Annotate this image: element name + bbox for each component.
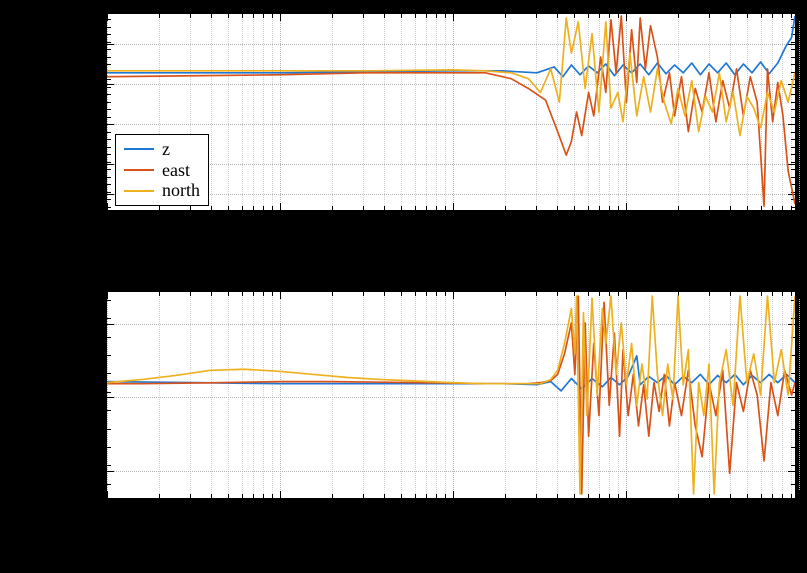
- series-east: [107, 16, 795, 206]
- legend-label: north: [162, 180, 200, 201]
- series-z: [107, 16, 795, 77]
- legend-label: z: [162, 139, 170, 160]
- legend-swatch-z: [124, 148, 154, 150]
- legend-swatch-east: [124, 169, 154, 171]
- legend-item-north: north: [124, 180, 200, 201]
- legend: zeastnorth: [115, 134, 209, 206]
- legend-item-east: east: [124, 160, 200, 181]
- series-z: [107, 356, 795, 391]
- chart-panel-top: zeastnorth: [105, 12, 797, 212]
- legend-swatch-north: [124, 190, 154, 192]
- chart-panel-bottom: [105, 290, 797, 500]
- series-north: [107, 18, 795, 136]
- legend-item-z: z: [124, 139, 200, 160]
- legend-label: east: [162, 160, 190, 181]
